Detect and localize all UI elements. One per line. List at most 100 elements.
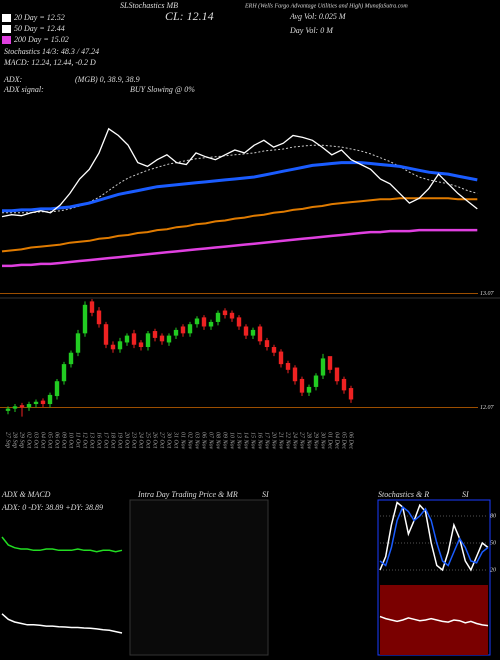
legend-swatch	[2, 36, 11, 44]
y-tick-label: 13.07	[480, 291, 495, 297]
panel-subtitle: SI	[462, 490, 469, 499]
x-tick-label: 16 Oct	[96, 432, 102, 448]
x-tick-label: 07 Nov	[208, 432, 214, 450]
candle-body	[124, 335, 130, 343]
candle-body	[75, 333, 81, 353]
x-tick-label: 04 Dec	[334, 432, 341, 449]
x-tick-label: 24 Oct	[138, 432, 145, 448]
annotation: Avg Vol: 0.025 M	[289, 12, 347, 21]
x-tick-label: 22 Nov	[285, 432, 291, 450]
candle-body	[82, 304, 88, 334]
x-tick-label: 30 Nov	[320, 431, 326, 450]
legend-swatch	[2, 14, 11, 22]
annotation: (MGB) 0, 38.9, 38.9	[75, 75, 140, 84]
candle-body	[166, 335, 172, 343]
y-tick-label: 20	[490, 567, 496, 573]
candle-body	[19, 405, 25, 408]
candle-body	[215, 312, 221, 322]
candle-body	[250, 329, 256, 336]
candle-body	[138, 342, 144, 348]
x-tick-label: 09 Nov	[222, 432, 228, 450]
x-tick-label: 15 Nov	[250, 432, 256, 450]
candle-body	[89, 301, 95, 313]
candle-body	[313, 375, 319, 387]
candle-body	[131, 333, 137, 345]
x-tick-label: 01 Nov	[180, 432, 186, 450]
candle-body	[229, 312, 235, 319]
candle-body	[201, 317, 207, 327]
x-tick-label: 17 Nov	[264, 432, 270, 450]
indicator-line	[1, 613, 123, 634]
x-tick-label: 10 Nov	[229, 432, 235, 450]
candle-body	[194, 318, 200, 325]
x-tick-label: 29 Sep	[19, 432, 25, 448]
x-tick-label: 12 Oct	[82, 432, 88, 448]
x-tick-label: 06 Oct	[54, 432, 60, 448]
candle-body	[12, 406, 18, 409]
candle-body	[327, 356, 333, 370]
annotation: BUY Slowing @ 0%	[130, 85, 195, 94]
candle-body	[145, 333, 151, 348]
annotation: CL: 12.14	[165, 9, 214, 23]
candle-body	[61, 364, 67, 382]
candle-body	[152, 331, 158, 338]
candle-body	[187, 324, 193, 334]
candle-body	[306, 386, 312, 393]
candle-body	[278, 351, 284, 365]
annotation: ADX:	[3, 75, 23, 84]
moving-average-line	[2, 228, 478, 268]
x-tick-label: 27 Oct	[159, 432, 165, 448]
candle-body	[236, 317, 242, 327]
x-tick-label: 20 Nov	[271, 432, 277, 450]
x-tick-label: 03 Oct	[33, 432, 39, 448]
y-tick-label: 80	[490, 513, 496, 519]
candle-body	[341, 378, 347, 391]
candle-body	[103, 324, 109, 345]
candle-body	[222, 310, 228, 316]
x-tick-label: 01 Dec	[327, 432, 333, 449]
x-tick-label: 06 Dec	[348, 432, 354, 449]
chart-title: ERH (Wells Fargo Advantage Utilities and…	[244, 2, 408, 9]
panel-title: Intra Day Trading Price & MR	[137, 490, 238, 499]
x-tick-label: 03 Nov	[194, 432, 200, 450]
indicator-line	[379, 505, 489, 567]
x-tick-label: 05 Dec	[341, 432, 347, 449]
x-tick-label: 24 Nov	[292, 432, 299, 450]
x-tick-label: 18 Oct	[110, 432, 116, 448]
annotation: 200 Day = 15.02	[14, 35, 69, 44]
x-tick-label: 11 Oct	[75, 432, 81, 448]
x-tick-label: 28 Sep	[12, 432, 18, 448]
candle-body	[348, 388, 354, 400]
candle-body	[40, 400, 46, 405]
x-tick-label: 09 Oct	[61, 432, 67, 448]
annotation: 50 Day = 12.44	[14, 24, 65, 33]
indicator-line	[379, 615, 489, 627]
candle-body	[285, 362, 291, 370]
annotation: SLStochastics MB	[120, 1, 178, 10]
panel-title: ADX & MACD	[1, 490, 51, 499]
x-tick-label: 29 Nov	[313, 432, 319, 450]
candle-body	[5, 408, 11, 411]
annotation: Day Vol: 0 M	[289, 26, 334, 35]
panel-background	[129, 499, 269, 656]
x-tick-label: 27 Sep	[5, 432, 11, 448]
x-tick-label: 06 Nov	[201, 432, 207, 450]
candle-body	[320, 358, 326, 376]
x-tick-label: 14 Nov	[243, 432, 250, 450]
indicator-line	[379, 501, 489, 572]
candle-body	[33, 401, 39, 405]
candle-body	[257, 326, 263, 342]
candle-body	[117, 341, 123, 350]
annotation: 20 Day = 12.52	[14, 13, 65, 22]
x-tick-label: 10 Oct	[68, 432, 74, 448]
candle-body	[208, 321, 214, 327]
x-tick-label: 26 Oct	[152, 432, 158, 448]
candle-body	[159, 335, 165, 342]
candle-body	[26, 404, 32, 408]
candle-body	[334, 367, 340, 382]
candle-body	[54, 381, 60, 397]
x-tick-label: 08 Nov	[215, 432, 221, 450]
x-tick-label: 13 Nov	[236, 432, 242, 450]
x-tick-label: 30 Oct	[166, 431, 172, 448]
